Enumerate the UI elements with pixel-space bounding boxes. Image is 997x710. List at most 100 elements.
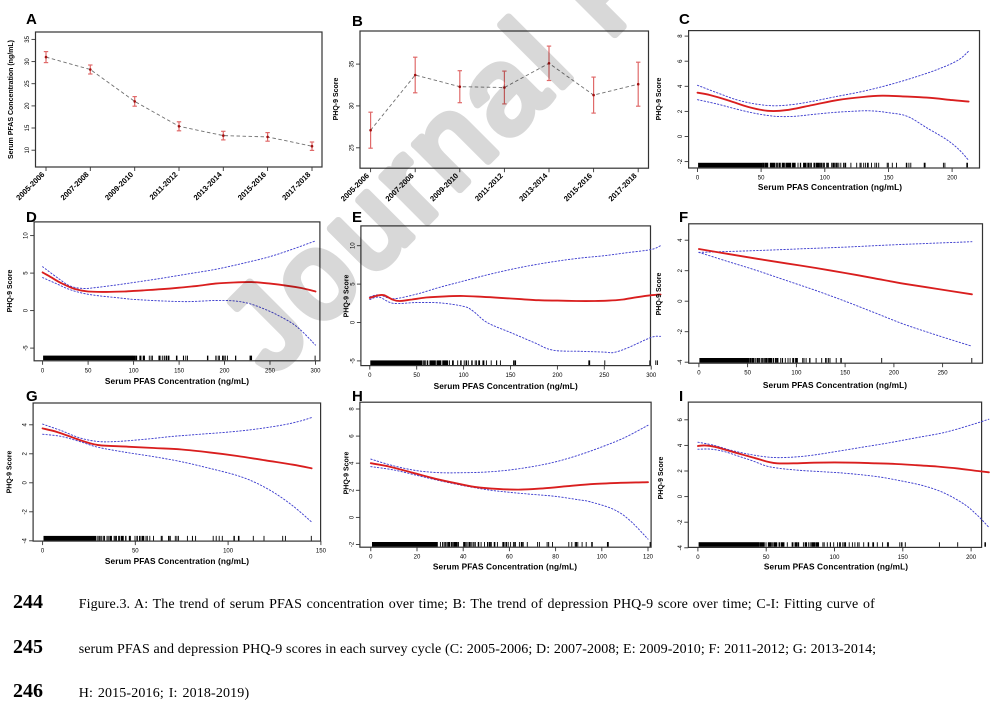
svg-text:25: 25	[350, 144, 356, 151]
svg-text:Serum PFAS Concentration (ng/m: Serum PFAS Concentration (ng/mL)	[434, 381, 578, 391]
svg-text:150: 150	[840, 371, 851, 377]
svg-text:2017-2018: 2017-2018	[280, 170, 312, 202]
svg-text:0: 0	[678, 299, 684, 303]
svg-text:100: 100	[129, 368, 140, 374]
svg-text:0: 0	[696, 555, 700, 561]
svg-text:2015-2016: 2015-2016	[562, 171, 594, 203]
svg-text:2: 2	[678, 469, 684, 473]
svg-text:100: 100	[820, 176, 831, 182]
svg-text:50: 50	[132, 549, 139, 555]
svg-text:2011-2012: 2011-2012	[473, 171, 505, 203]
svg-text:2005-2006: 2005-2006	[14, 170, 46, 202]
svg-text:250: 250	[938, 371, 949, 377]
svg-text:150: 150	[898, 555, 909, 561]
svg-text:PHQ-9 Score: PHQ-9 Score	[7, 450, 14, 493]
svg-text:2017-2018: 2017-2018	[607, 171, 639, 203]
svg-text:50: 50	[85, 368, 92, 374]
svg-text:PHQ-9 Score: PHQ-9 Score	[7, 269, 14, 312]
svg-text:30: 30	[350, 102, 356, 109]
svg-text:2: 2	[678, 268, 684, 272]
svg-text:Serum PFAS Concentration (ng/m: Serum PFAS Concentration (ng/mL)	[764, 562, 908, 572]
svg-text:150: 150	[505, 373, 516, 379]
svg-text:Serum PFAS Concentration (ng/m: Serum PFAS Concentration (ng/mL)	[433, 562, 577, 572]
svg-text:10: 10	[25, 146, 31, 153]
svg-text:-2: -2	[23, 508, 29, 514]
svg-text:0: 0	[41, 368, 45, 374]
svg-text:PHQ-9 Score: PHQ-9 Score	[344, 274, 351, 317]
svg-text:2009-2010: 2009-2010	[428, 171, 460, 203]
svg-text:2011-2012: 2011-2012	[148, 170, 180, 202]
svg-text:50: 50	[763, 555, 770, 561]
svg-text:0: 0	[696, 176, 700, 182]
svg-text:Serum PFAS Concentration (ng/m: Serum PFAS Concentration (ng/mL)	[105, 556, 249, 566]
svg-text:4: 4	[678, 84, 684, 88]
svg-text:-2: -2	[678, 328, 684, 334]
svg-text:40: 40	[460, 555, 467, 561]
svg-text:PHQ-9 Score: PHQ-9 Score	[656, 77, 663, 120]
svg-text:4: 4	[23, 422, 29, 426]
svg-text:2009-2010: 2009-2010	[103, 170, 135, 202]
svg-text:200: 200	[889, 371, 900, 377]
svg-text:2013-2014: 2013-2014	[517, 171, 550, 204]
svg-text:-2: -2	[678, 519, 684, 525]
svg-text:2: 2	[23, 451, 29, 455]
svg-text:250: 250	[265, 368, 276, 374]
svg-text:PHQ-9 Score: PHQ-9 Score	[658, 456, 665, 499]
svg-text:Serum PFAS Concentration (ng/m: Serum PFAS Concentration (ng/mL)	[105, 376, 249, 386]
svg-text:0: 0	[23, 480, 29, 484]
svg-text:0: 0	[697, 371, 701, 377]
svg-text:10: 10	[24, 232, 30, 239]
svg-text:0: 0	[369, 555, 373, 561]
svg-text:15: 15	[25, 124, 31, 131]
svg-text:150: 150	[316, 549, 327, 555]
svg-text:B: B	[352, 13, 363, 30]
svg-text:300: 300	[646, 373, 657, 379]
svg-text:-5: -5	[350, 358, 356, 364]
svg-text:80: 80	[552, 555, 559, 561]
svg-text:200: 200	[947, 176, 958, 182]
svg-text:-4: -4	[23, 537, 29, 543]
svg-text:0: 0	[678, 494, 684, 498]
svg-text:2005-2006: 2005-2006	[339, 171, 371, 203]
svg-text:G: G	[26, 388, 38, 405]
svg-text:20: 20	[414, 555, 421, 561]
svg-text:-2: -2	[349, 541, 355, 547]
svg-text:0: 0	[368, 373, 372, 379]
svg-text:8: 8	[349, 407, 355, 411]
svg-text:A: A	[26, 11, 37, 28]
svg-text:250: 250	[599, 373, 610, 379]
svg-text:-2: -2	[678, 158, 684, 164]
svg-text:D: D	[26, 209, 37, 226]
svg-text:60: 60	[506, 555, 513, 561]
svg-text:4: 4	[349, 461, 355, 465]
svg-text:150: 150	[883, 176, 894, 182]
svg-text:0: 0	[349, 515, 355, 519]
svg-text:50: 50	[413, 373, 420, 379]
svg-text:PHQ-9 Score: PHQ-9 Score	[333, 77, 340, 120]
svg-text:50: 50	[758, 176, 765, 182]
svg-text:5: 5	[350, 282, 356, 286]
svg-text:10: 10	[350, 242, 356, 249]
svg-text:E: E	[352, 209, 362, 226]
svg-text:100: 100	[223, 549, 234, 555]
svg-text:Serum PFAS Concentration (ng/m: Serum PFAS Concentration (ng/mL)	[8, 40, 15, 159]
svg-text:0: 0	[24, 308, 30, 312]
svg-text:20: 20	[25, 102, 31, 109]
svg-text:2015-2016: 2015-2016	[236, 170, 268, 202]
svg-text:I: I	[679, 388, 683, 405]
svg-text:6: 6	[678, 59, 684, 63]
svg-text:100: 100	[597, 555, 608, 561]
svg-text:Serum PFAS Concentration (ng/m: Serum PFAS Concentration (ng/mL)	[763, 380, 907, 390]
svg-text:200: 200	[552, 373, 563, 379]
svg-text:50: 50	[744, 371, 751, 377]
svg-text:F: F	[679, 209, 688, 226]
svg-text:-4: -4	[678, 359, 684, 365]
svg-text:6: 6	[678, 417, 684, 421]
svg-text:2: 2	[678, 109, 684, 113]
svg-text:2007-2008: 2007-2008	[384, 171, 416, 203]
svg-text:5: 5	[24, 271, 30, 275]
svg-text:120: 120	[643, 555, 654, 561]
svg-text:PHQ-9 Score: PHQ-9 Score	[344, 451, 351, 494]
svg-text:35: 35	[25, 35, 31, 42]
svg-text:0: 0	[350, 320, 356, 324]
